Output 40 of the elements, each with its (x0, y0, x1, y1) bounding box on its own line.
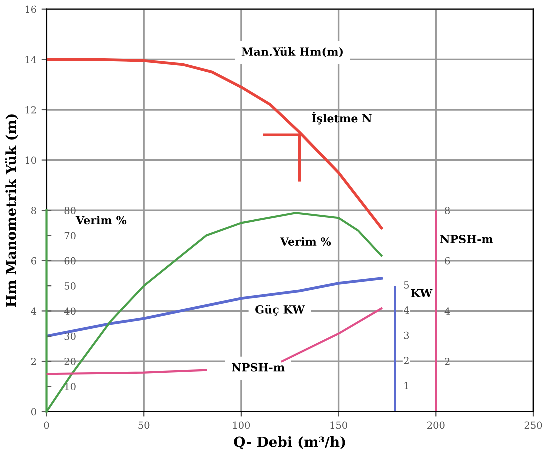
y3-tick-label: 2 (445, 358, 450, 366)
x-tick-label: 50 (138, 422, 150, 430)
y2-tick-label: 60 (64, 257, 76, 265)
y-tick-label: 8 (31, 207, 36, 214)
y2-tick-label: 20 (64, 358, 76, 366)
series-label: Güç KW (256, 304, 306, 316)
y2-tick-label: 10 (65, 383, 76, 391)
y-tick-label: 16 (26, 6, 36, 14)
annotation: Verim % (76, 216, 127, 225)
y3-tick-label: 8 (445, 207, 450, 214)
annotation: NPSH-m (440, 235, 494, 244)
annotation: 4 (404, 306, 410, 314)
annotation: İşletme N (312, 112, 372, 125)
y2-tick-label: 50 (64, 282, 76, 290)
x-tick-label: 200 (428, 422, 445, 430)
y2-tick-label: 30 (64, 332, 76, 340)
series-label: NPSH-m (232, 363, 285, 372)
y2-tick-label: 70 (64, 232, 76, 240)
annotation: 5 (404, 282, 410, 289)
x-axis-title: Q- Debi (m³/h) (234, 436, 346, 450)
y-axis-title: Hm Manometrik Yük (m) (5, 114, 18, 308)
annotation: 3 (404, 332, 410, 340)
x-tick-label: 0 (44, 422, 50, 430)
x-tick-label: 100 (233, 422, 250, 430)
annotation: 1 (404, 382, 408, 390)
y-tick-label: 12 (26, 106, 36, 114)
y2-tick-label: 80 (64, 207, 76, 214)
y-tick-label: 10 (26, 156, 36, 164)
x-tick-label: 150 (330, 422, 348, 430)
y-tick-label: 14 (26, 56, 37, 64)
y-tick-label: 2 (32, 358, 36, 366)
y-tick-label: 0 (31, 408, 36, 416)
text: Man.Yük Hm(m) (242, 47, 343, 58)
annotation: KW (411, 289, 433, 298)
y-tick-label: 6 (31, 257, 36, 265)
x-tick-label: 250 (524, 422, 542, 430)
series-label: Verim % (280, 237, 332, 246)
annotation: 2 (404, 356, 409, 364)
y3-tick-label: 6 (445, 257, 450, 265)
y-tick-label: 4 (31, 308, 37, 315)
